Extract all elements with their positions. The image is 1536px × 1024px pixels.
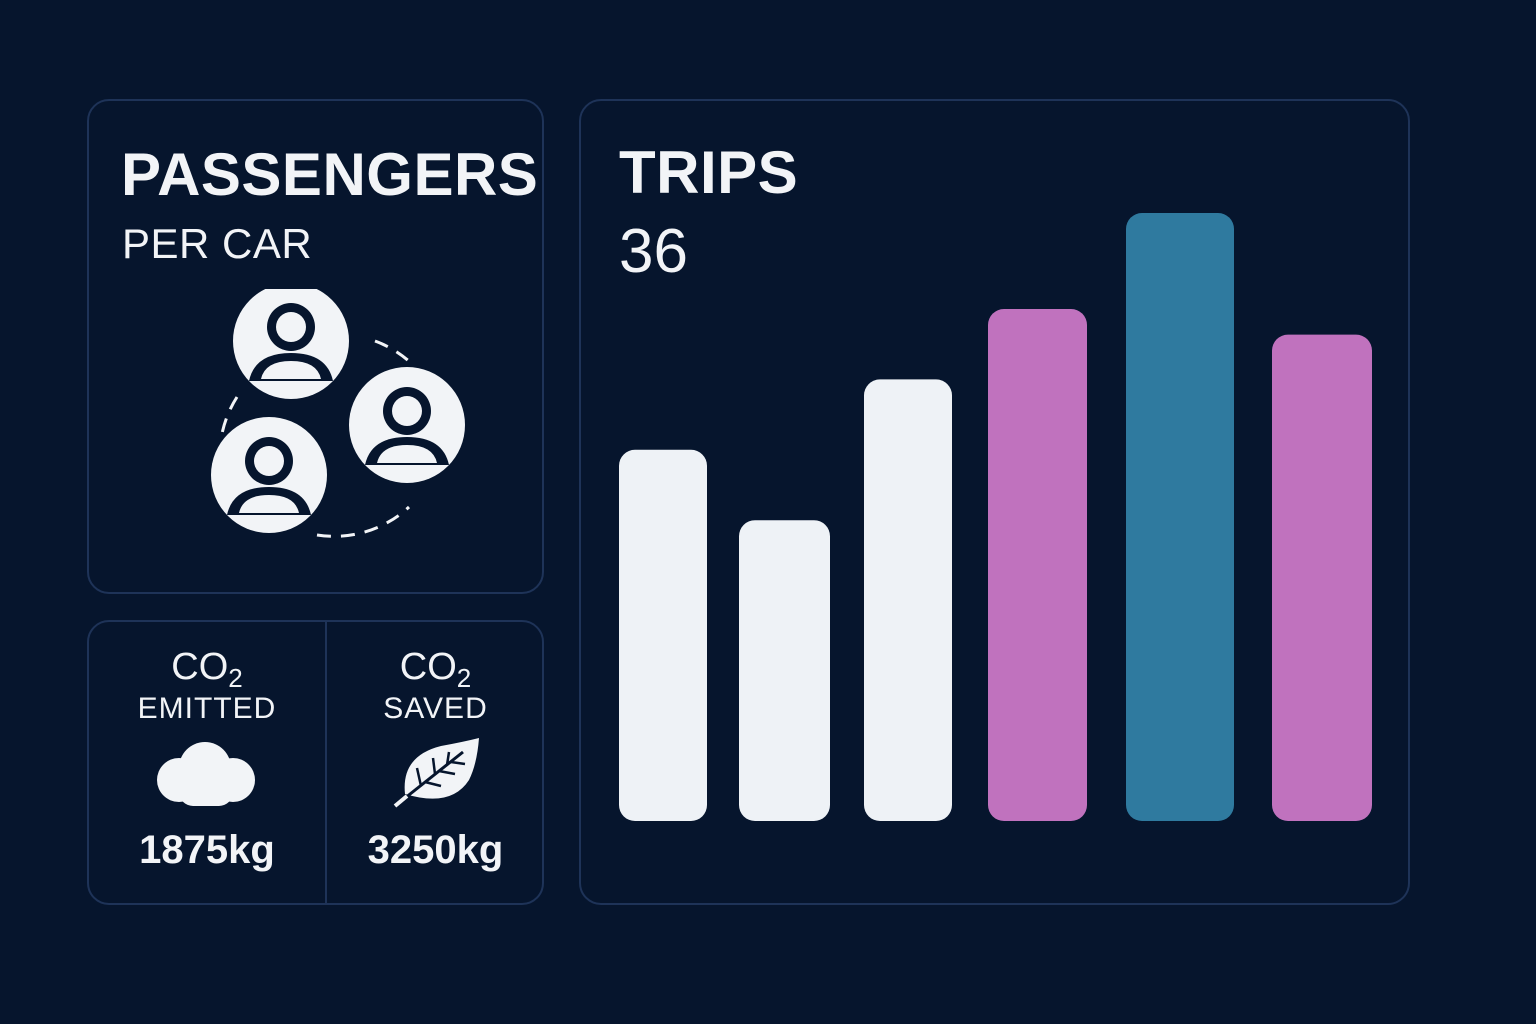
person-avatar-2	[349, 367, 465, 483]
co2-emitted-section: CO2 EMITTED 1875kg	[89, 622, 325, 905]
co2-saved-section: CO2 SAVED 3250kg	[327, 622, 544, 905]
co2-card: CO2 EMITTED 1875kg CO2 SAVED 3250kg	[87, 620, 544, 905]
co2-saved-label: CO2	[399, 646, 472, 693]
co2-emitted-caption: EMITTED	[137, 692, 277, 725]
bar-2	[739, 520, 830, 821]
trips-title: TRIPS	[619, 139, 799, 206]
co2-emitted-value: 1875kg	[139, 828, 275, 872]
bar-4	[988, 309, 1087, 821]
passengers-subtitle: PER CAR	[122, 220, 313, 267]
leaf-icon	[393, 738, 479, 808]
cloud-icon	[157, 742, 255, 806]
bar-5	[1126, 213, 1234, 821]
co2-divider	[325, 622, 327, 905]
trips-card: TRIPS 36	[579, 99, 1410, 905]
passengers-card: PASSENGERS PER CAR	[87, 99, 544, 594]
passengers-title: PASSENGERS	[121, 141, 539, 208]
person-avatar-1	[233, 289, 349, 399]
co2-saved-value: 3250kg	[367, 828, 504, 872]
group-of-people-icon	[211, 289, 465, 538]
trips-value: 36	[619, 217, 688, 286]
person-avatar-3	[211, 417, 327, 533]
co2-emitted-label: CO2	[171, 646, 243, 693]
trips-bar-chart	[619, 213, 1372, 821]
bar-1	[619, 449, 707, 821]
bar-6	[1272, 334, 1372, 821]
co2-saved-caption: SAVED	[383, 692, 488, 725]
bar-3	[864, 379, 952, 821]
